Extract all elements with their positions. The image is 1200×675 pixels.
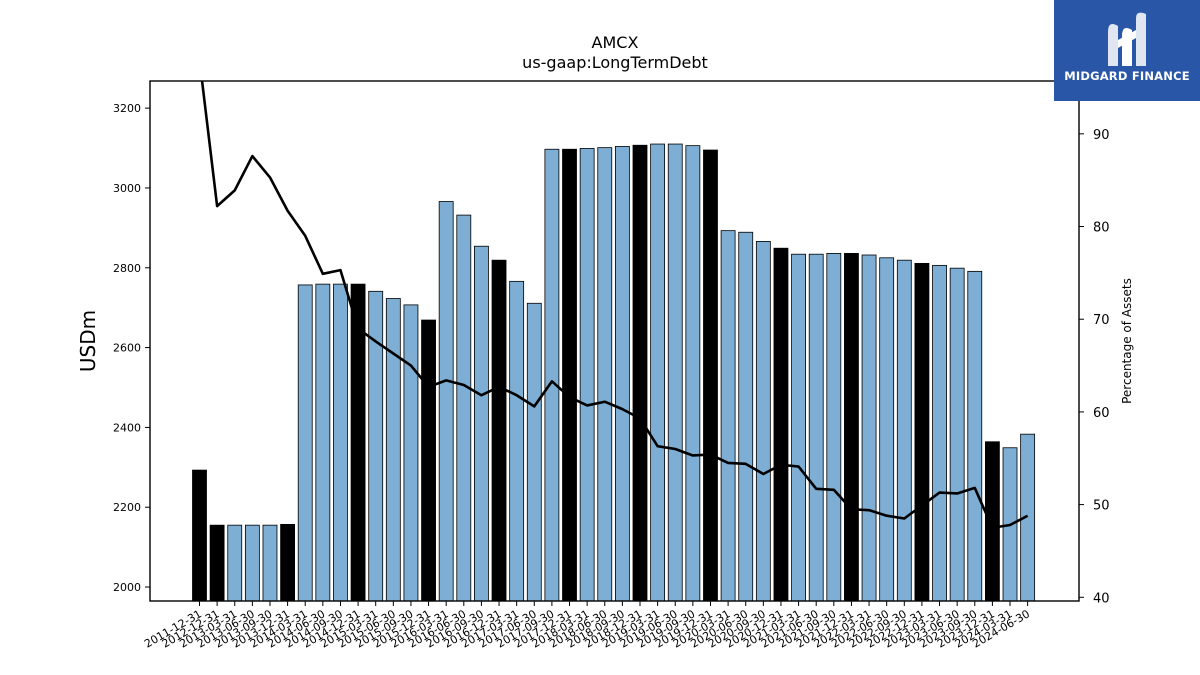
bar-2017-12-31 <box>562 148 577 602</box>
bar-2019-12-31 <box>703 149 718 602</box>
y2-tick-label: 60 <box>1093 406 1110 421</box>
y-tick-label: 2800 <box>113 262 141 275</box>
bar-series <box>192 143 1036 602</box>
y-axis-label: USDm <box>76 310 100 372</box>
y2-axis-label: Percentage of Assets <box>1120 278 1134 404</box>
bar-2018-06-30 <box>597 147 613 602</box>
y2-tick-label: 40 <box>1093 591 1110 606</box>
bar-2021-03-31 <box>791 253 806 602</box>
bar-2014-03-31 <box>297 284 313 602</box>
bar-2016-12-31 <box>491 259 507 602</box>
bar-2018-03-31 <box>579 148 595 602</box>
bar-2014-06-30 <box>315 283 331 602</box>
bar-2013-06-30 <box>244 524 260 602</box>
bar-2023-09-30 <box>967 270 983 602</box>
chart-title: AMCX <box>592 33 639 52</box>
bar-2021-12-31 <box>844 252 859 602</box>
bar-2022-03-31 <box>861 254 877 602</box>
bar-2019-09-30 <box>685 145 701 602</box>
y-tick-label: 2600 <box>113 342 141 355</box>
bar-2022-06-30 <box>879 257 895 602</box>
bar-2023-06-30 <box>949 267 965 602</box>
bar-2016-06-30 <box>456 214 472 602</box>
bar-2022-09-30 <box>896 259 912 602</box>
y2-tick-label: 50 <box>1093 499 1110 514</box>
bar-2020-12-31 <box>773 247 789 602</box>
bar-2023-03-31 <box>932 264 947 602</box>
midgard-m-icon <box>1108 12 1146 67</box>
bar-2019-06-30 <box>667 143 683 602</box>
percentage-line-series <box>200 81 1029 530</box>
y-tick-label: 2000 <box>113 581 141 594</box>
y2-tick-label: 90 <box>1093 128 1110 143</box>
bar-2014-09-30 <box>333 283 348 602</box>
y-tick-label: 3200 <box>113 102 141 115</box>
bar-2017-03-31 <box>509 280 525 602</box>
bar-2015-12-31 <box>421 319 436 602</box>
bar-2022-12-31 <box>914 262 930 602</box>
bar-2018-12-31 <box>632 144 648 602</box>
bar-2020-06-30 <box>738 231 754 602</box>
midgard-finance-logo: MIDGARD FINANCE <box>1054 0 1200 101</box>
right-axis-ticks: 40 50 60 70 80 90 <box>1079 128 1110 606</box>
bar-2023-12-31 <box>985 441 1000 602</box>
bar-2020-09-30 <box>755 241 771 602</box>
bar-2021-09-30 <box>826 252 842 602</box>
bar-2018-09-30 <box>614 146 630 602</box>
bar-2017-06-30 <box>526 302 542 602</box>
bar-2015-06-30 <box>385 298 401 602</box>
bar-2017-09-30 <box>544 148 560 602</box>
left-axis-ticks: 2000 2200 2400 2600 2800 3000 3200 <box>113 102 150 594</box>
bar-2013-09-30 <box>262 524 278 602</box>
plot-frame <box>149 80 1080 602</box>
bar-2020-03-31 <box>720 230 736 602</box>
percentage-of-assets-line <box>200 81 1029 530</box>
bar-2013-12-31 <box>280 523 296 602</box>
bar-2013-03-31 <box>227 524 243 602</box>
y2-tick-label: 80 <box>1093 221 1110 236</box>
bar-2015-09-30 <box>403 304 419 602</box>
y-tick-label: 2200 <box>113 501 141 514</box>
bar-2011-12-31 <box>192 469 207 602</box>
y2-tick-label: 70 <box>1093 313 1110 328</box>
bar-2019-03-31 <box>650 143 666 602</box>
y-tick-label: 3000 <box>113 182 141 195</box>
y-tick-label: 2400 <box>113 421 141 434</box>
bar-2016-09-30 <box>474 245 489 602</box>
bar-2021-06-30 <box>808 253 824 602</box>
bar-2016-03-31 <box>438 201 454 602</box>
bar-2012-12-31 <box>209 524 225 602</box>
logo-text: MIDGARD FINANCE <box>1064 69 1190 83</box>
x-axis-ticks: 2011-12-312012-12-312013-03-312013-06-30… <box>142 601 1032 651</box>
chart-subtitle: us-gaap:LongTermDebt <box>522 53 708 72</box>
